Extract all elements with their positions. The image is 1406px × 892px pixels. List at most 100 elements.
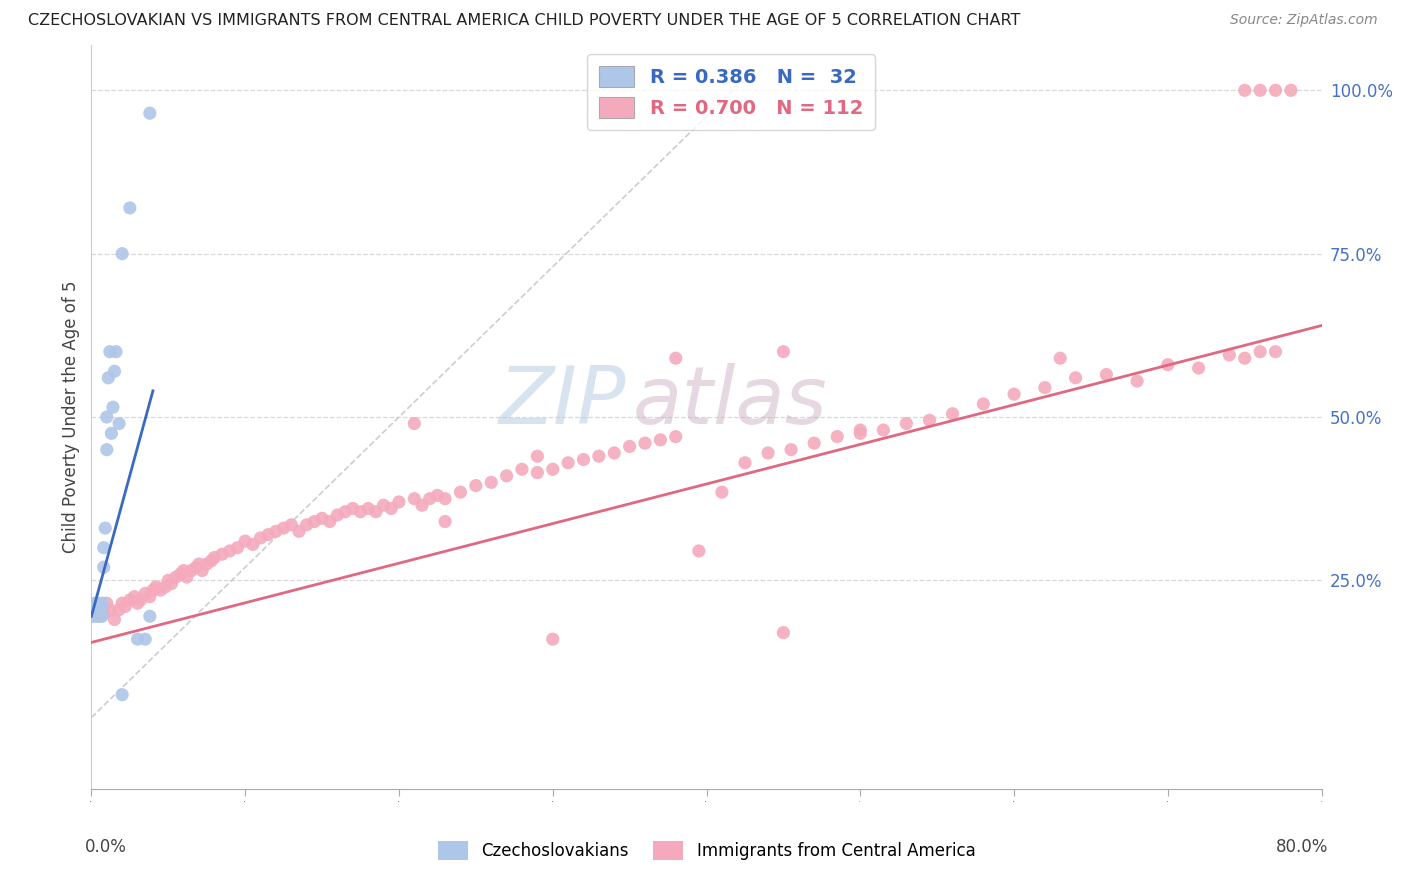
Point: [184, 560, 207, 574]
Point: [295, 517, 318, 532]
Point: [419, 491, 441, 506]
Point: [319, 515, 342, 529]
Point: [380, 501, 402, 516]
Point: [780, 442, 803, 457]
Text: Source: ZipAtlas.com: Source: ZipAtlas.com: [1230, 13, 1378, 28]
Point: [91, 609, 114, 624]
Point: [650, 433, 672, 447]
Point: [165, 570, 187, 584]
Point: [86, 606, 108, 620]
Point: [710, 485, 733, 500]
Point: [1249, 344, 1271, 359]
Point: [326, 508, 349, 522]
Point: [803, 436, 825, 450]
Text: 0.0%: 0.0%: [86, 838, 127, 855]
Point: [1279, 83, 1302, 97]
Point: [100, 426, 122, 441]
Point: [180, 564, 202, 578]
Point: [83, 596, 105, 610]
Point: [134, 586, 156, 600]
Point: [84, 606, 107, 620]
Point: [108, 603, 131, 617]
Point: [364, 505, 387, 519]
Point: [1064, 371, 1087, 385]
Point: [111, 596, 134, 610]
Point: [86, 596, 108, 610]
Point: [124, 590, 146, 604]
Point: [688, 544, 710, 558]
Point: [896, 417, 918, 431]
Point: [619, 439, 641, 453]
Point: [772, 625, 794, 640]
Point: [127, 596, 149, 610]
Text: CZECHOSLOVAKIAN VS IMMIGRANTS FROM CENTRAL AMERICA CHILD POVERTY UNDER THE AGE O: CZECHOSLOVAKIAN VS IMMIGRANTS FROM CENTR…: [28, 13, 1021, 29]
Point: [114, 599, 136, 614]
Point: [101, 401, 124, 415]
Point: [510, 462, 533, 476]
Point: [90, 606, 112, 620]
Point: [97, 371, 120, 385]
Point: [411, 498, 433, 512]
Point: [603, 446, 626, 460]
Point: [526, 449, 548, 463]
Point: [173, 564, 195, 578]
Point: [93, 560, 115, 574]
Point: [118, 201, 141, 215]
Point: [169, 566, 191, 581]
Point: [202, 550, 225, 565]
Point: [87, 609, 110, 624]
Point: [264, 524, 287, 539]
Point: [139, 106, 162, 120]
Point: [82, 609, 104, 624]
Point: [304, 515, 326, 529]
Point: [404, 491, 426, 506]
Point: [87, 603, 110, 617]
Point: [96, 596, 118, 610]
Point: [96, 410, 118, 425]
Point: [388, 495, 411, 509]
Point: [160, 576, 183, 591]
Point: [541, 462, 564, 476]
Point: [404, 417, 426, 431]
Point: [1049, 351, 1071, 366]
Point: [349, 505, 371, 519]
Point: [149, 583, 172, 598]
Point: [257, 527, 280, 541]
Point: [1002, 387, 1025, 401]
Point: [373, 498, 395, 512]
Point: [1264, 83, 1286, 97]
Point: [734, 456, 756, 470]
Point: [1033, 381, 1056, 395]
Point: [1264, 344, 1286, 359]
Point: [84, 609, 107, 624]
Point: [280, 517, 302, 532]
Point: [311, 511, 333, 525]
Point: [218, 544, 240, 558]
Point: [772, 344, 794, 359]
Point: [94, 521, 117, 535]
Point: [526, 466, 548, 480]
Point: [191, 564, 214, 578]
Point: [972, 397, 994, 411]
Point: [434, 491, 457, 506]
Point: [105, 344, 127, 359]
Point: [103, 613, 125, 627]
Point: [93, 541, 115, 555]
Point: [139, 590, 162, 604]
Point: [588, 449, 610, 463]
Point: [90, 599, 112, 614]
Point: [103, 364, 125, 378]
Point: [127, 632, 149, 647]
Point: [129, 593, 152, 607]
Point: [134, 632, 156, 647]
Point: [1095, 368, 1118, 382]
Point: [98, 603, 121, 617]
Point: [849, 423, 872, 437]
Point: [333, 505, 356, 519]
Point: [1218, 348, 1240, 362]
Point: [426, 488, 449, 502]
Point: [226, 541, 249, 555]
Point: [1157, 358, 1180, 372]
Point: [176, 570, 198, 584]
Point: [825, 429, 848, 443]
